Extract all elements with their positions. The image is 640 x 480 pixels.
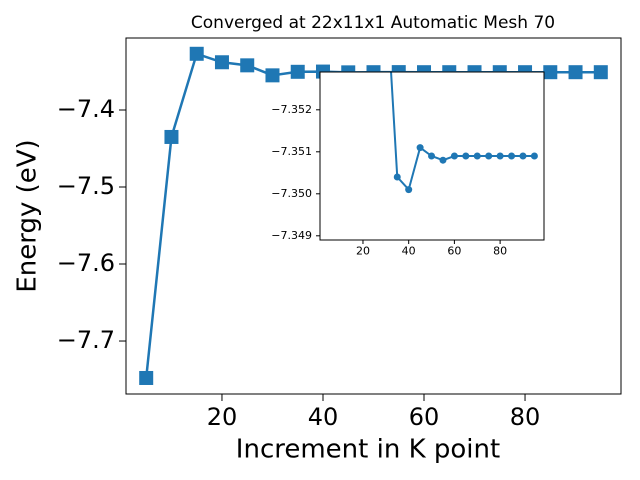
plot-frame xyxy=(319,71,545,241)
data-point xyxy=(568,65,583,80)
data-point xyxy=(214,55,229,70)
data-point xyxy=(416,144,424,152)
data-point xyxy=(593,65,608,80)
data-point xyxy=(189,46,204,61)
y-tick-label: −7.6 xyxy=(57,249,115,277)
x-tick-label: 80 xyxy=(510,403,541,431)
plot-frame xyxy=(125,37,622,395)
data-point xyxy=(543,65,558,80)
data-point xyxy=(240,58,255,73)
data-point xyxy=(265,68,280,83)
data-point xyxy=(290,64,305,79)
y-tick-label: −7.7 xyxy=(57,326,115,354)
data-point xyxy=(485,152,493,160)
x-tick-label: 40 xyxy=(308,403,339,431)
y-tick-label: −7.5 xyxy=(57,172,115,200)
data-point xyxy=(405,186,413,194)
y-tick-label: −7.4 xyxy=(57,95,115,123)
x-tick-label: 60 xyxy=(447,245,461,258)
data-point xyxy=(139,370,154,385)
data-point xyxy=(164,129,179,144)
data-point xyxy=(450,152,458,160)
data-point xyxy=(473,152,481,160)
chart-title: Converged at 22x11x1 Automatic Mesh 70 xyxy=(191,13,555,33)
data-point xyxy=(462,152,470,160)
x-tick-label: 20 xyxy=(356,245,370,258)
data-point xyxy=(393,173,401,181)
y-axis-label: Energy (eV) xyxy=(13,139,43,292)
data-point xyxy=(530,152,538,160)
data-point xyxy=(496,152,504,160)
x-tick-label: 40 xyxy=(402,245,416,258)
y-tick-label: −7.352 xyxy=(271,103,312,116)
data-point xyxy=(508,152,516,160)
x-tick-label: 60 xyxy=(409,403,440,431)
x-tick-label: 80 xyxy=(493,245,507,258)
data-point xyxy=(428,152,436,160)
data-point xyxy=(519,152,527,160)
y-tick-label: −7.349 xyxy=(271,229,312,242)
x-tick-label: 20 xyxy=(207,403,238,431)
data-point xyxy=(439,156,447,164)
y-tick-label: −7.350 xyxy=(271,187,312,200)
plot-content xyxy=(390,72,538,194)
y-tick-label: −7.351 xyxy=(271,145,312,158)
x-axis-label: Increment in K point xyxy=(236,435,500,465)
